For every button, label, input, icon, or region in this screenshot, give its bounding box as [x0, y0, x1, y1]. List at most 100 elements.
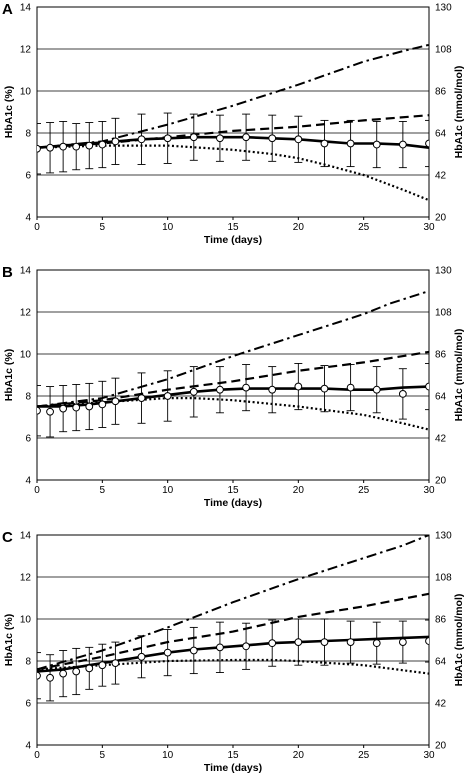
series-line-dotted	[37, 397, 429, 431]
data-point	[372, 385, 381, 394]
y-tick-label-left: 6	[25, 434, 31, 445]
y-tick-label-left: 10	[20, 87, 32, 98]
data-point	[216, 385, 224, 394]
series-group	[37, 43, 429, 202]
data-point	[242, 642, 250, 651]
data-point	[268, 385, 277, 394]
y-axis-title-right: HbA1c (mmol/mol)	[453, 66, 465, 159]
x-tick-label: 30	[423, 222, 435, 233]
data-point	[59, 142, 68, 151]
y-tick-label-right: 130	[435, 266, 452, 277]
y-tick-label-right: 20	[435, 213, 447, 224]
data-point	[46, 407, 54, 416]
panel-letter: C	[2, 529, 13, 546]
x-tick-label: 25	[358, 485, 370, 496]
x-tick-label: 5	[100, 485, 106, 496]
x-tick-label: 0	[34, 222, 40, 233]
data-point	[85, 141, 94, 150]
y-tick-label-left: 14	[20, 531, 32, 542]
y-axis-title-right: HbA1c (mmol/mol)	[453, 329, 465, 422]
data-point	[372, 140, 381, 149]
data-point	[398, 390, 407, 398]
series-line-dashed	[37, 592, 429, 671]
data-point	[425, 637, 429, 645]
data-point	[111, 137, 120, 146]
y-tick-label-left: 14	[20, 266, 32, 277]
panel-letter: A	[2, 1, 13, 18]
y-tick-label-right: 130	[435, 531, 452, 542]
y-tick-label-right: 20	[435, 476, 447, 487]
x-tick-label: 5	[100, 750, 106, 761]
data-point	[320, 139, 329, 148]
y-tick-label-right: 42	[435, 171, 447, 182]
data-point	[137, 135, 146, 144]
data-point	[216, 134, 224, 143]
data-point	[59, 669, 68, 678]
data-point	[163, 134, 172, 143]
y-axis-title-left: HbA1c (%)	[3, 86, 15, 139]
y-tick-label-left: 10	[20, 615, 32, 626]
y-tick-label-left: 14	[20, 3, 32, 14]
y-tick-label-right: 86	[435, 615, 447, 626]
data-point	[85, 402, 94, 411]
x-tick-label: 20	[293, 222, 305, 233]
x-axis-title: Time (days)	[204, 497, 262, 509]
x-tick-label: 20	[293, 750, 305, 761]
data-point	[425, 139, 429, 148]
data-point	[268, 639, 277, 648]
data-point	[72, 667, 81, 676]
data-point	[189, 387, 198, 396]
series-group	[37, 290, 429, 438]
data-point	[111, 659, 120, 667]
y-tick-label-right: 108	[435, 573, 452, 584]
y-tick-label-left: 10	[20, 350, 32, 361]
y-tick-label-left: 4	[25, 476, 31, 487]
data-point	[268, 134, 277, 143]
y-tick-label-left: 8	[25, 129, 31, 140]
y-axis-title-right: HbA1c (mmol/mol)	[453, 594, 465, 687]
x-tick-label: 15	[227, 485, 239, 496]
y-tick-label-right: 108	[435, 45, 452, 56]
y-tick-label-left: 4	[25, 741, 31, 752]
x-tick-label: 30	[423, 485, 435, 496]
data-point	[294, 135, 303, 144]
series-line-dashdot	[37, 43, 429, 149]
series-group	[37, 535, 429, 702]
y-tick-label-right: 86	[435, 87, 447, 98]
data-point	[163, 648, 172, 657]
data-point	[72, 403, 81, 412]
series-line-dashdot	[37, 535, 429, 671]
data-point	[37, 671, 41, 680]
y-tick-label-right: 86	[435, 350, 447, 361]
y-tick-label-right: 42	[435, 699, 447, 710]
x-tick-label: 5	[100, 222, 106, 233]
y-tick-label-right: 130	[435, 3, 452, 14]
y-tick-label-left: 8	[25, 657, 31, 668]
series-line-dotted	[37, 144, 429, 202]
y-tick-label-right: 64	[435, 392, 447, 403]
x-tick-label: 25	[358, 750, 370, 761]
y-tick-label-left: 4	[25, 213, 31, 224]
data-point	[137, 652, 146, 661]
data-point	[111, 397, 120, 406]
x-tick-label: 15	[227, 750, 239, 761]
data-point	[398, 638, 407, 646]
data-point	[37, 144, 41, 153]
data-point	[98, 140, 107, 149]
data-point	[346, 638, 355, 646]
plot-frame	[36, 6, 430, 218]
data-point	[242, 383, 250, 392]
data-point	[189, 646, 198, 655]
data-point	[320, 384, 329, 393]
data-point	[242, 133, 250, 142]
x-tick-label: 10	[162, 485, 174, 496]
data-point	[372, 639, 381, 648]
plot-frame	[36, 269, 430, 481]
y-axis-title-left: HbA1c (%)	[3, 349, 15, 402]
x-tick-label: 0	[34, 485, 40, 496]
x-tick-label: 0	[34, 750, 40, 761]
data-point	[137, 394, 146, 403]
x-axis-title: Time (days)	[204, 234, 262, 246]
data-point	[37, 406, 41, 415]
